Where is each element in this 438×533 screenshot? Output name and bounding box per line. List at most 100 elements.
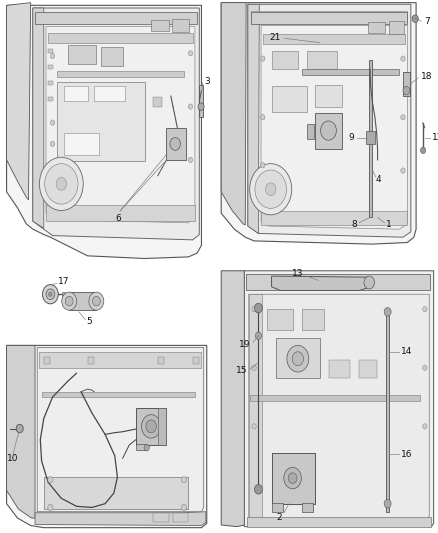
Circle shape	[252, 365, 256, 370]
Polygon shape	[221, 3, 246, 225]
Circle shape	[65, 296, 73, 306]
Circle shape	[92, 296, 100, 306]
Circle shape	[423, 306, 427, 312]
Text: 8: 8	[352, 221, 357, 229]
Polygon shape	[221, 3, 416, 244]
Bar	[68, 45, 96, 64]
Text: 7: 7	[424, 17, 430, 26]
Bar	[166, 128, 186, 160]
Bar	[48, 97, 53, 101]
Bar	[261, 211, 407, 225]
Circle shape	[255, 332, 261, 340]
Polygon shape	[37, 348, 204, 512]
Circle shape	[252, 306, 256, 312]
Bar	[366, 131, 375, 144]
Circle shape	[50, 141, 55, 147]
Bar	[136, 408, 166, 445]
Text: 10: 10	[7, 454, 18, 463]
Circle shape	[48, 477, 53, 483]
Circle shape	[412, 15, 418, 22]
Polygon shape	[248, 4, 259, 233]
Polygon shape	[261, 26, 407, 229]
Circle shape	[423, 424, 427, 429]
Circle shape	[198, 103, 204, 110]
Circle shape	[420, 147, 426, 154]
Text: 5: 5	[87, 318, 92, 326]
Bar	[44, 477, 188, 509]
Bar	[359, 360, 377, 378]
Text: 1: 1	[386, 221, 392, 229]
Text: 18: 18	[420, 72, 432, 81]
Circle shape	[49, 292, 52, 296]
Bar	[369, 60, 372, 217]
Text: 12: 12	[432, 133, 438, 142]
Bar	[48, 33, 193, 43]
Bar	[48, 81, 53, 85]
Circle shape	[50, 120, 55, 125]
Circle shape	[292, 352, 304, 366]
Circle shape	[364, 276, 374, 289]
Circle shape	[170, 138, 180, 150]
Circle shape	[181, 477, 187, 483]
Circle shape	[250, 164, 292, 215]
Text: 9: 9	[348, 133, 354, 142]
Bar	[315, 85, 342, 107]
Circle shape	[254, 303, 262, 313]
Circle shape	[287, 345, 309, 372]
Circle shape	[255, 170, 286, 208]
Circle shape	[188, 157, 193, 163]
Bar	[193, 357, 199, 364]
Bar	[153, 97, 162, 107]
Circle shape	[42, 285, 58, 304]
Bar	[249, 294, 262, 520]
Bar	[42, 392, 195, 397]
Bar	[247, 517, 431, 527]
Circle shape	[16, 424, 23, 433]
Bar	[158, 408, 166, 445]
Bar	[267, 309, 293, 330]
Circle shape	[45, 164, 78, 204]
Bar	[276, 338, 320, 378]
Circle shape	[265, 183, 276, 196]
Polygon shape	[7, 345, 35, 518]
Circle shape	[261, 163, 265, 168]
Bar	[35, 12, 197, 24]
Circle shape	[288, 473, 297, 483]
Polygon shape	[46, 27, 195, 223]
Circle shape	[141, 415, 161, 438]
Circle shape	[62, 292, 77, 310]
Bar	[302, 503, 313, 512]
Text: 3: 3	[205, 77, 210, 86]
Circle shape	[50, 53, 55, 59]
Bar	[153, 513, 169, 522]
Bar	[48, 65, 53, 69]
Bar	[272, 51, 298, 69]
Circle shape	[423, 365, 427, 370]
Circle shape	[284, 467, 301, 489]
Circle shape	[252, 424, 256, 429]
Bar	[57, 71, 184, 77]
Circle shape	[146, 420, 156, 433]
Circle shape	[401, 168, 405, 173]
Text: 6: 6	[115, 214, 121, 223]
Polygon shape	[249, 294, 429, 520]
Bar	[62, 292, 65, 297]
Circle shape	[321, 121, 336, 140]
Circle shape	[254, 484, 262, 494]
Bar	[403, 72, 410, 96]
Bar	[94, 86, 125, 101]
Polygon shape	[7, 345, 207, 528]
Polygon shape	[272, 276, 371, 290]
Bar	[173, 513, 188, 522]
Bar	[101, 47, 123, 66]
Bar	[158, 357, 164, 364]
Bar	[302, 309, 324, 330]
Circle shape	[56, 177, 67, 190]
Polygon shape	[244, 271, 434, 527]
Bar	[64, 133, 99, 155]
Bar	[272, 86, 307, 112]
Circle shape	[261, 56, 265, 61]
Circle shape	[46, 289, 55, 300]
Circle shape	[188, 104, 193, 109]
Bar	[172, 19, 189, 32]
